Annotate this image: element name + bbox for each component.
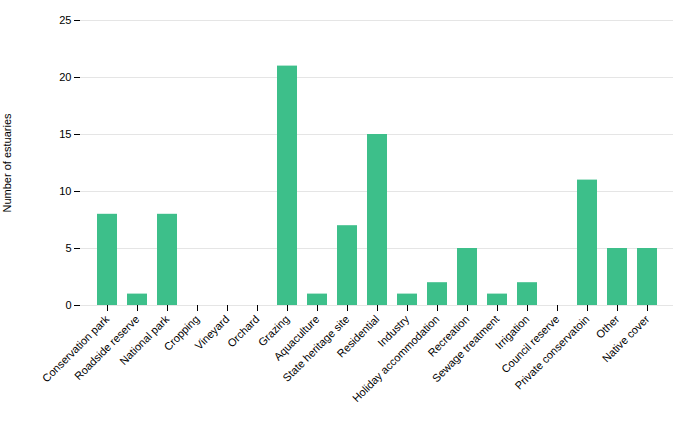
svg-text:Cropping: Cropping	[161, 312, 202, 353]
svg-text:Holiday accommodation: Holiday accommodation	[350, 313, 441, 404]
svg-text:0: 0	[65, 299, 71, 311]
svg-text:Vineyard: Vineyard	[192, 313, 231, 352]
svg-text:National park: National park	[117, 312, 172, 367]
svg-text:Conservation park: Conservation park	[39, 312, 112, 385]
svg-text:Council reserve: Council reserve	[498, 312, 562, 376]
svg-text:20: 20	[59, 71, 71, 83]
svg-text:5: 5	[65, 242, 71, 254]
svg-text:Industry: Industry	[375, 312, 412, 349]
svg-text:Private conservatoin: Private conservatoin	[512, 313, 591, 392]
svg-text:Orchard: Orchard	[225, 313, 262, 350]
svg-text:Recreation: Recreation	[425, 312, 472, 359]
svg-text:Other: Other	[593, 313, 621, 341]
svg-text:Native cover: Native cover	[600, 313, 652, 365]
svg-text:Roadside reserve: Roadside reserve	[72, 312, 142, 383]
svg-text:15: 15	[59, 128, 71, 140]
svg-text:Aquaculture: Aquaculture	[271, 312, 322, 363]
svg-text:Grazing: Grazing	[255, 312, 292, 349]
svg-text:Residential: Residential	[334, 313, 381, 360]
svg-text:25: 25	[59, 14, 71, 26]
svg-text:Number of estuaries: Number of estuaries	[1, 113, 13, 213]
svg-text:Sewage treatment: Sewage treatment	[430, 313, 502, 385]
svg-text:State heritage site: State heritage site	[280, 312, 352, 384]
svg-text:Irrigation: Irrigation	[492, 312, 532, 352]
svg-text:10: 10	[59, 185, 71, 197]
